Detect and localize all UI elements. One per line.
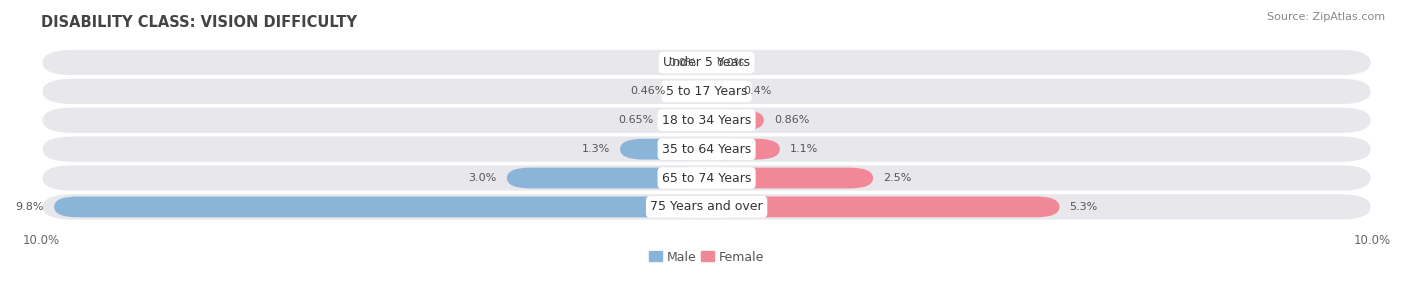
Text: 1.3%: 1.3% <box>582 144 610 154</box>
Text: 0.65%: 0.65% <box>619 115 654 125</box>
Legend: Male, Female: Male, Female <box>650 250 765 264</box>
Text: 0.4%: 0.4% <box>744 86 772 96</box>
Text: 65 to 74 Years: 65 to 74 Years <box>662 171 751 185</box>
Text: 9.8%: 9.8% <box>15 202 44 212</box>
Text: 75 Years and over: 75 Years and over <box>651 200 763 213</box>
Text: 35 to 64 Years: 35 to 64 Years <box>662 143 751 156</box>
FancyBboxPatch shape <box>707 196 1060 217</box>
FancyBboxPatch shape <box>41 106 1372 135</box>
FancyBboxPatch shape <box>41 164 1372 192</box>
FancyBboxPatch shape <box>41 77 1372 106</box>
FancyBboxPatch shape <box>676 81 707 102</box>
Text: 0.86%: 0.86% <box>773 115 810 125</box>
FancyBboxPatch shape <box>41 48 1372 77</box>
Text: 2.5%: 2.5% <box>883 173 911 183</box>
FancyBboxPatch shape <box>620 139 707 160</box>
Text: 18 to 34 Years: 18 to 34 Years <box>662 114 751 127</box>
FancyBboxPatch shape <box>707 110 763 131</box>
Text: 0.0%: 0.0% <box>668 57 696 67</box>
Text: 0.46%: 0.46% <box>631 86 666 96</box>
Text: 5.3%: 5.3% <box>1070 202 1098 212</box>
FancyBboxPatch shape <box>707 139 780 160</box>
Text: 1.1%: 1.1% <box>790 144 818 154</box>
Text: Under 5 Years: Under 5 Years <box>664 56 751 69</box>
FancyBboxPatch shape <box>53 196 707 217</box>
Text: 0.0%: 0.0% <box>717 57 745 67</box>
Text: DISABILITY CLASS: VISION DIFFICULTY: DISABILITY CLASS: VISION DIFFICULTY <box>41 15 357 30</box>
FancyBboxPatch shape <box>506 168 707 188</box>
FancyBboxPatch shape <box>41 135 1372 164</box>
FancyBboxPatch shape <box>707 81 734 102</box>
Text: 3.0%: 3.0% <box>468 173 496 183</box>
FancyBboxPatch shape <box>664 110 707 131</box>
Text: 5 to 17 Years: 5 to 17 Years <box>666 85 748 98</box>
Text: Source: ZipAtlas.com: Source: ZipAtlas.com <box>1267 12 1385 22</box>
FancyBboxPatch shape <box>41 192 1372 221</box>
FancyBboxPatch shape <box>707 168 873 188</box>
